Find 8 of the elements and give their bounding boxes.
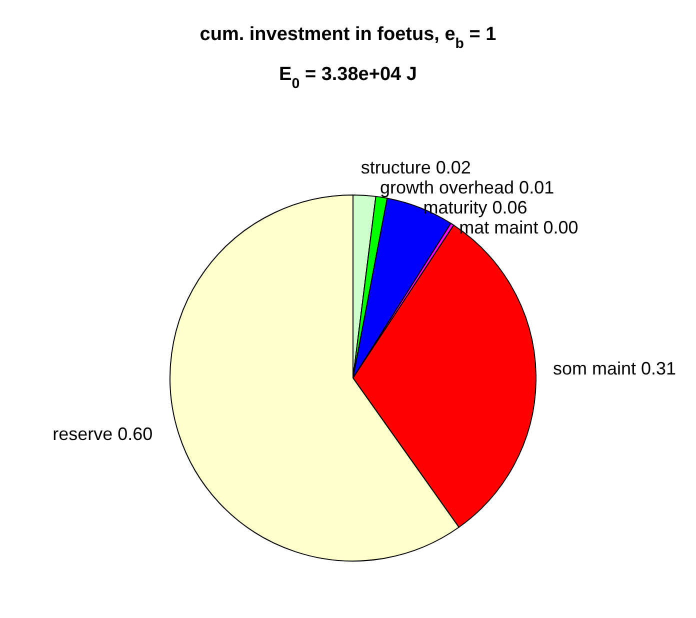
slice-label: growth overhead 0.01 — [380, 177, 554, 198]
slice-label: maturity 0.06 — [423, 197, 528, 218]
slice-label: structure 0.02 — [360, 157, 471, 178]
slice-label: som maint 0.31 — [552, 358, 676, 378]
chart-subtitle: E$_{0}$ = 3.38e+04 J — [279, 64, 417, 92]
slice-label: mat maint 0.00 — [459, 217, 578, 238]
slice-label: reserve 0.60 — [52, 424, 153, 444]
chart-title: cum. investment in foetus, e$_{b}$ = 1 — [200, 24, 497, 52]
